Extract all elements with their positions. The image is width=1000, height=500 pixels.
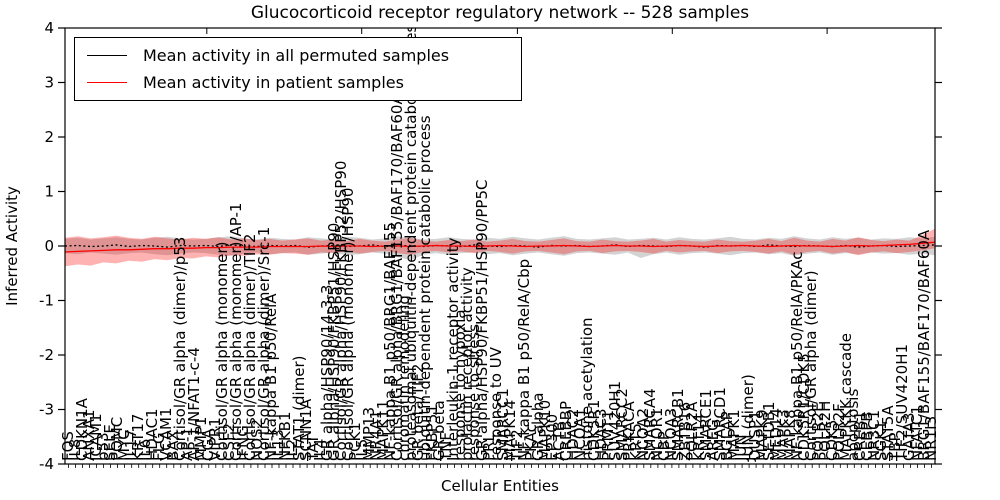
y-tick-label: -3: [39, 401, 54, 419]
series-line-permuted: [64, 244, 936, 248]
permuted-line-swatch: [87, 55, 127, 56]
legend: Mean activity in all permuted samples Me…: [74, 37, 522, 101]
y-tick-label: -1: [39, 292, 54, 310]
legend-label-patient: Mean activity in patient samples: [143, 73, 404, 92]
legend-entry-patient: Mean activity in patient samples: [75, 69, 521, 96]
y-tick-label: 1: [44, 183, 54, 201]
patient-samples-range: [65, 228, 935, 267]
permuted-samples-range: [65, 236, 935, 261]
x-tick-marks: [68, 464, 932, 468]
legend-label-permuted: Mean activity in all permuted samples: [143, 46, 450, 65]
y-tick-label: -4: [39, 455, 54, 473]
series-line-patient: [64, 241, 936, 253]
x-axis-label: Cellular Entities: [441, 477, 559, 495]
patient-line-swatch: [87, 82, 127, 83]
legend-entry-permuted: Mean activity in all permuted samples: [75, 42, 521, 69]
y-tick-label: 0: [44, 237, 54, 255]
chart-title: Glucocorticoid receptor regulatory netwo…: [250, 3, 750, 23]
y-tick-label: -2: [39, 346, 54, 364]
y-tick-label: 4: [44, 19, 54, 37]
y-tick-label: 2: [44, 128, 54, 146]
y-tick-label: 3: [44, 74, 54, 92]
